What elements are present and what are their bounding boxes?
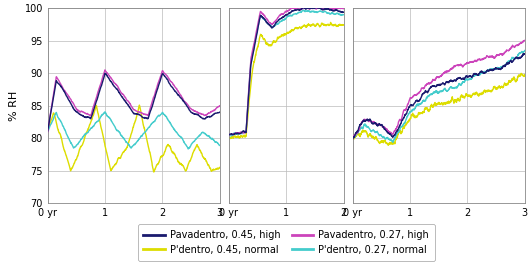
- Y-axis label: % RH: % RH: [9, 91, 19, 121]
- Legend: Pavadentro, 0.45, high, P'dentro, 0.45, normal, Pavadentro, 0.27, high, P'dentro: Pavadentro, 0.45, high, P'dentro, 0.45, …: [138, 224, 435, 261]
